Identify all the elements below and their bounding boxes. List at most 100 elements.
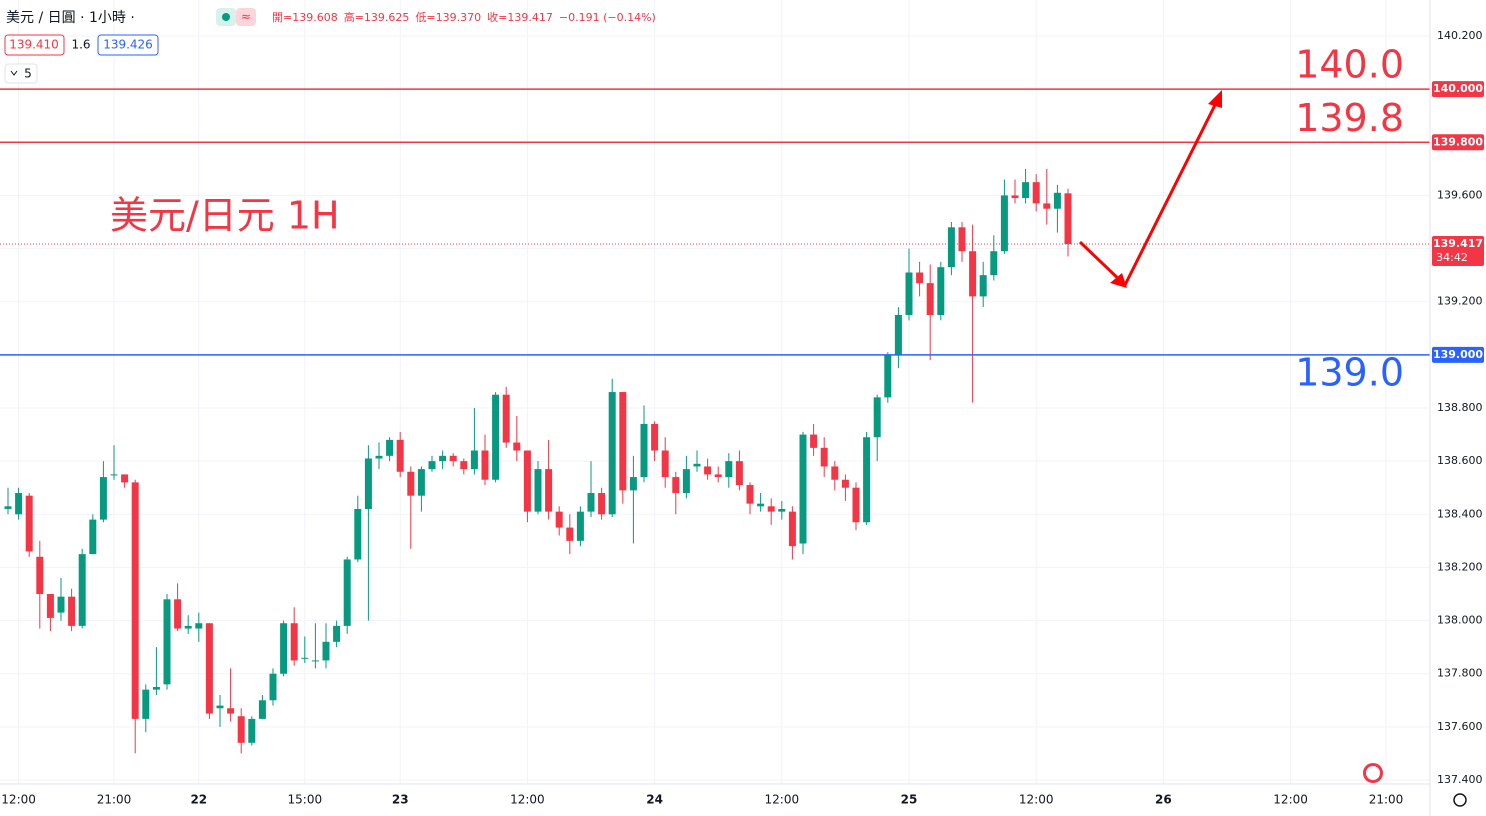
candle-body	[619, 392, 627, 491]
bid-price: 139.410	[9, 38, 59, 52]
candle-body	[704, 466, 712, 475]
delay-symbol: ≈	[241, 10, 251, 24]
candle-body	[947, 227, 955, 268]
candle-body	[735, 461, 743, 486]
candle-body	[682, 469, 690, 494]
sell-button[interactable]	[4, 34, 65, 56]
candle-body	[566, 527, 574, 541]
candle-body	[990, 251, 998, 276]
candle-body	[969, 251, 977, 297]
candle-body	[205, 623, 213, 714]
candle-body	[778, 508, 786, 512]
candle-body	[152, 687, 160, 690]
ohlc-value: 收=139.417	[487, 10, 553, 24]
x-tick-label: 12:00	[510, 793, 545, 807]
candle-body	[545, 469, 553, 512]
candle-body	[884, 354, 892, 398]
candle-body	[820, 447, 828, 467]
candle-body	[269, 673, 277, 701]
candle-body	[311, 660, 319, 662]
status-dot	[222, 13, 230, 21]
x-tick-label: 26	[1155, 793, 1172, 807]
candle-body	[894, 315, 902, 355]
level-axis-tag	[1432, 81, 1484, 98]
x-tick-label: 23	[392, 793, 409, 807]
delay-icon[interactable]	[236, 8, 256, 26]
candle-body	[502, 394, 510, 443]
candle-body	[4, 506, 12, 509]
candle-body	[725, 461, 733, 478]
x-tick-label: 12:00	[1, 793, 36, 807]
candle-body	[343, 559, 351, 626]
candle-body	[110, 474, 118, 476]
candle-body	[799, 434, 807, 544]
level-axis-tag	[1432, 346, 1484, 363]
candle-body	[15, 493, 23, 515]
candle-body	[237, 716, 245, 743]
buy-button[interactable]	[97, 34, 159, 56]
candle-body	[68, 596, 76, 626]
candle-body	[916, 272, 924, 284]
candle-body	[1000, 195, 1008, 252]
level-axis-label: 139.000	[1433, 348, 1483, 361]
last-price-tag	[1432, 236, 1484, 267]
candle-body	[555, 511, 563, 528]
candle-body	[184, 625, 192, 629]
candle-body	[99, 477, 107, 520]
candle-body	[195, 623, 203, 629]
candle-body	[460, 461, 468, 470]
y-tick-label: 137.400	[1437, 773, 1483, 786]
ohlc-value: 高=139.625	[344, 10, 410, 24]
candle-body	[523, 450, 531, 512]
candle-body	[788, 511, 796, 547]
candle-body	[640, 423, 648, 478]
y-tick-label: 138.600	[1437, 454, 1483, 467]
candle-body	[36, 556, 44, 594]
candle-body	[142, 689, 150, 719]
x-tick-label: 12:00	[1273, 793, 1308, 807]
candle-body	[714, 474, 722, 478]
level-axis-label: 139.800	[1433, 135, 1483, 148]
candle-body	[280, 623, 288, 674]
candle-body	[672, 477, 680, 494]
candle-body	[131, 482, 139, 719]
candle-body	[78, 554, 86, 626]
chevron	[10, 70, 18, 76]
symbol-title[interactable]: 美元 / 日圓 · 1小時 ·	[6, 10, 135, 26]
candle-body	[629, 477, 637, 491]
candle-body	[693, 463, 701, 467]
level-label: 139.0	[1295, 350, 1404, 394]
candle-body	[905, 272, 913, 315]
settings-icon[interactable]	[1453, 793, 1467, 807]
candle-body	[492, 394, 500, 480]
candle-body	[926, 283, 934, 315]
candle-body	[587, 493, 595, 512]
candle-body	[661, 450, 669, 478]
level-axis-tag	[1432, 134, 1484, 151]
candle-body	[746, 485, 754, 504]
candle-body	[428, 461, 436, 470]
candle-body	[333, 625, 341, 642]
arrow-head	[1110, 273, 1127, 288]
candle-body	[301, 657, 309, 659]
y-tick-label: 137.800	[1437, 667, 1483, 680]
x-tick-label: 22	[190, 793, 207, 807]
candle-body	[227, 708, 235, 714]
ohlc-value: 開=139.608	[272, 11, 338, 24]
y-tick-label: 138.800	[1437, 401, 1483, 414]
candle-body	[841, 479, 849, 488]
candle-body	[1043, 203, 1051, 209]
y-tick-label: 137.600	[1437, 720, 1483, 733]
y-tick-label: 139.600	[1437, 188, 1483, 201]
candle-body	[1064, 193, 1072, 245]
y-tick-label: 139.200	[1437, 295, 1483, 308]
x-tick-label: 25	[901, 793, 918, 807]
x-tick-label: 15:00	[288, 793, 323, 807]
candle-body	[364, 458, 372, 509]
candle-body	[46, 594, 54, 618]
candle-body	[852, 487, 860, 523]
candle-body	[396, 439, 404, 472]
candle-body	[216, 705, 224, 709]
candle-body	[417, 469, 425, 496]
indicator-toggle[interactable]	[4, 63, 38, 84]
